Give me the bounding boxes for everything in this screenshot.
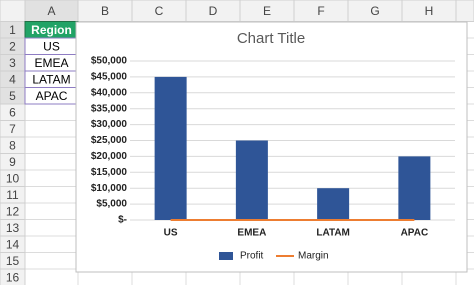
y-tick-label: $45,000	[91, 72, 128, 83]
y-tick-label: $50,000	[91, 56, 128, 67]
y-tick-label: $30,000	[91, 119, 128, 130]
row-number: 3	[9, 56, 16, 70]
row-number: 8	[9, 138, 16, 152]
legend-swatch	[219, 252, 233, 260]
column-letter: A	[47, 4, 55, 18]
row-number: 5	[9, 89, 16, 103]
row-number: 7	[9, 122, 16, 136]
x-tick-label: US	[164, 228, 178, 239]
row-number: 13	[6, 221, 20, 235]
row-number: 1	[9, 23, 16, 37]
y-tick-label: $5,000	[96, 199, 127, 210]
chart-area[interactable]	[75, 21, 468, 273]
column-letter: B	[101, 4, 109, 18]
y-tick-label: $20,000	[91, 151, 128, 162]
row-header[interactable]	[0, 268, 26, 285]
column-letter: C	[155, 4, 164, 18]
row-number: 10	[6, 171, 20, 185]
row-number: 2	[9, 39, 16, 53]
x-tick-label: APAC	[401, 228, 429, 239]
row-number: 14	[6, 237, 20, 251]
row-number: 4	[9, 72, 16, 86]
cell-text: US	[43, 39, 60, 53]
column-letter: F	[317, 4, 324, 18]
bar[interactable]	[154, 76, 187, 221]
x-tick-label: EMEA	[237, 228, 266, 239]
row-number: 9	[9, 155, 16, 169]
cell-text: APAC	[36, 89, 68, 103]
column-letter: D	[209, 4, 218, 18]
y-tick-label: $40,000	[91, 87, 128, 98]
row-number: 15	[6, 254, 20, 268]
cell-text: LATAM	[32, 72, 70, 86]
y-tick-label: $15,000	[91, 167, 128, 178]
column-letter: E	[263, 4, 271, 18]
chart-title: Chart Title	[237, 30, 305, 47]
x-tick-label: LATAM	[316, 228, 350, 239]
y-tick-label: $10,000	[91, 183, 128, 194]
column-letter: G	[370, 4, 379, 18]
column-letter: H	[425, 4, 434, 18]
legend-label: Profit	[240, 251, 264, 262]
bar[interactable]	[398, 156, 431, 220]
y-tick-label: $35,000	[91, 103, 128, 114]
row-number: 11	[6, 188, 19, 202]
y-tick-label: $25,000	[91, 135, 128, 146]
row-number: 16	[6, 270, 20, 284]
row-number: 12	[6, 204, 20, 218]
cell-text: EMEA	[34, 56, 68, 70]
bar[interactable]	[317, 188, 350, 220]
row-number: 6	[9, 105, 16, 119]
bar[interactable]	[235, 140, 268, 221]
cell-text: Region	[31, 23, 72, 37]
y-tick-label: $-	[118, 215, 127, 226]
legend-label: Margin	[298, 251, 329, 262]
